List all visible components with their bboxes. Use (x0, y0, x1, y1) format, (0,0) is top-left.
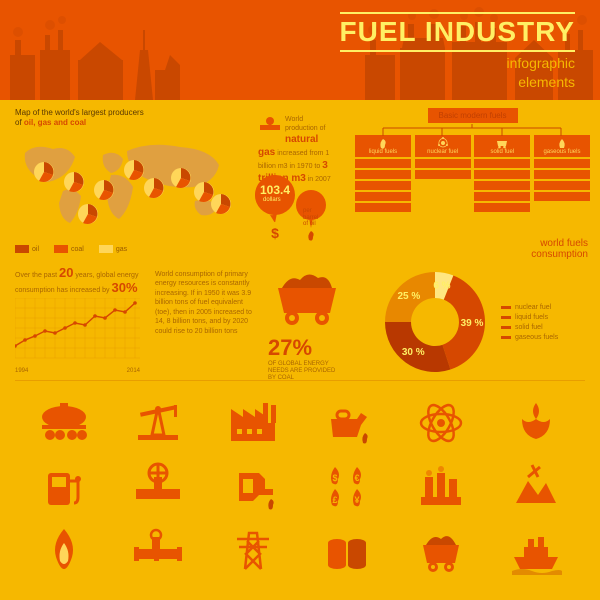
donut-block: world fuels consumption 6 %39 %30 %25 % … (378, 238, 588, 380)
coal-cart-icon (395, 520, 487, 582)
svg-text:30 %: 30 % (402, 347, 425, 358)
hier-head-3: gaseous fuels (534, 135, 590, 157)
factory-icon (207, 392, 299, 454)
growth-line-chart: Over the past 20 years, global energy co… (15, 265, 140, 374)
legend-oil: oil (15, 245, 39, 253)
header-skyline: FUEL INDUSTRY infographic elements (0, 0, 600, 100)
svg-text:25 %: 25 % (397, 291, 420, 302)
map-title-of: of (15, 118, 22, 127)
hier-head-0: liquid fuels (355, 135, 411, 157)
gas-station-icon (18, 456, 110, 518)
title-block: FUEL INDUSTRY infographic elements (340, 12, 575, 90)
oil-pump-icon (112, 392, 204, 454)
valve-icon (112, 456, 204, 518)
separator (15, 380, 585, 381)
price-per: perbarrelof oil (303, 208, 318, 228)
linechart-desc: Over the past 20 years, global energy co… (15, 265, 140, 295)
svg-text:$: $ (333, 473, 338, 483)
legend-coal: coal (54, 245, 84, 253)
flame-icon (18, 520, 110, 582)
price-value: 103.4 (260, 183, 290, 197)
subtitle-1: infographic (340, 55, 575, 71)
map-title: Map of the world's largest producers of … (15, 108, 245, 127)
pipe-valve-icon (258, 115, 282, 135)
oil-price-badge: $ 103.4 dollars perbarrelof oil (255, 175, 335, 260)
map-legend: oil coal gas (15, 245, 245, 253)
x-end: 2014 (127, 368, 140, 374)
svg-text:39 %: 39 % (461, 318, 484, 329)
svg-text:€: € (355, 473, 360, 483)
donut-title: world fuels consumption (378, 238, 588, 260)
svg-text:$: $ (271, 225, 279, 241)
svg-text:¥: ¥ (355, 495, 360, 505)
coal-cart-stat: 27% OF GLOBAL ENERGYNEEDS ARE PROVIDEDBY… (268, 268, 368, 383)
svg-text:£: £ (333, 495, 338, 505)
currency-drops-icon: $ € £ ¥ (301, 456, 393, 518)
hier-head-1: nuclear fuel (415, 135, 471, 157)
fuel-hierarchy: Basic modern fuels liquid fuelsnuclear f… (355, 108, 590, 212)
map-title-em: oil, gas and coal (24, 118, 86, 127)
oil-can-icon (301, 392, 393, 454)
map-title-pre: Map of the world's largest producers (15, 108, 144, 117)
atom-icon (395, 392, 487, 454)
icons-grid: $ € £ ¥ (0, 392, 600, 582)
oil-barrels-icon (301, 520, 393, 582)
hier-head-2: solid fuel (474, 135, 530, 157)
fuel-nozzle-icon (207, 456, 299, 518)
page-title: FUEL INDUSTRY (340, 12, 575, 52)
legend-gas: gas (99, 245, 127, 253)
pipeline-icon (112, 520, 204, 582)
donut-legend: nuclear fuelliquid fuelssolid fuelgaseou… (501, 301, 558, 344)
refinery-icon (395, 456, 487, 518)
cargo-ship-icon (490, 520, 582, 582)
subtitle-2: elements (340, 74, 575, 90)
x-start: 1994 (15, 368, 28, 374)
svg-text:6 %: 6 % (433, 281, 450, 292)
power-tower-icon (207, 520, 299, 582)
coal-pct: 27% (268, 335, 368, 361)
tank-car-icon (18, 392, 110, 454)
center-paragraph: World consumption of primary energy reso… (155, 270, 260, 336)
donut-chart: 6 % 39 % 30 % 25 % (378, 265, 493, 380)
gas-pre: World production of (285, 116, 325, 132)
map-section: Map of the world's largest producers of … (15, 108, 245, 253)
mining-icon (490, 456, 582, 518)
hier-root: Basic modern fuels (428, 108, 518, 123)
coal-cart-icon (268, 268, 346, 328)
world-map (15, 131, 235, 241)
price-currency: dollars (263, 197, 281, 203)
eco-leaf-icon (490, 392, 582, 454)
